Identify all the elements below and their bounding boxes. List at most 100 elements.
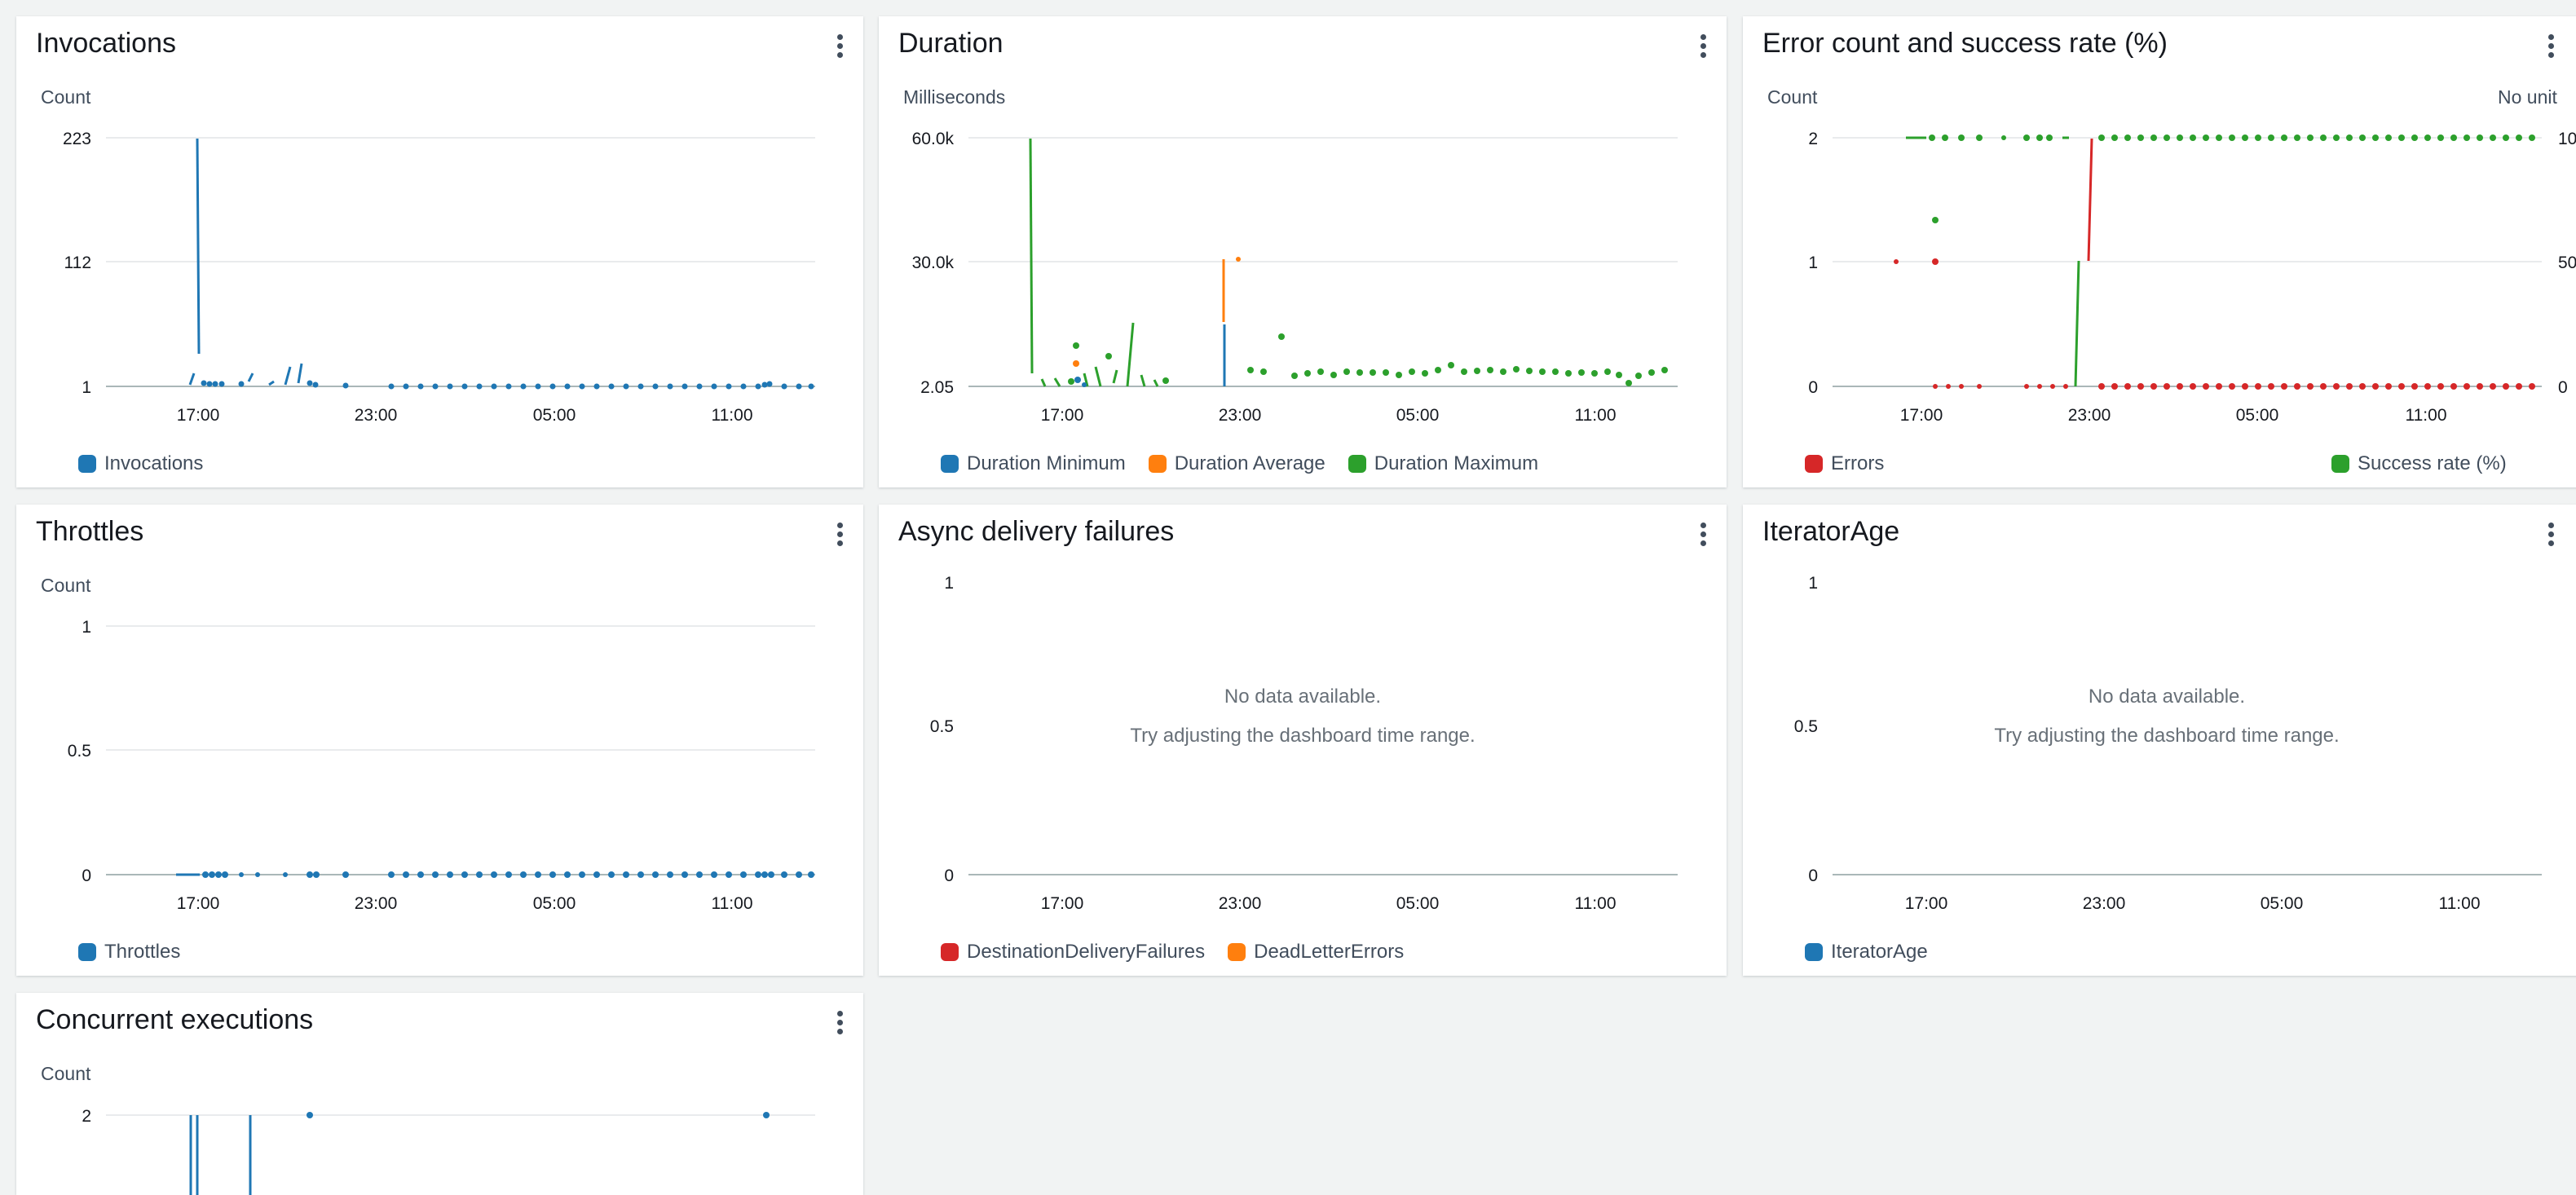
duration-maximum-series bbox=[1029, 138, 1668, 387]
throttles-series bbox=[176, 871, 814, 878]
legend-item[interactable]: Invocations bbox=[78, 452, 203, 475]
widget-menu-icon[interactable] bbox=[836, 523, 844, 555]
widget-duration: Duration Milliseconds 60.0k 30.0k 2.05 1… bbox=[879, 16, 1727, 487]
y-tick-label: 1 bbox=[1808, 574, 1818, 593]
x-tick-label: 23:00 bbox=[2068, 406, 2111, 425]
x-tick-label: 23:00 bbox=[1219, 406, 1262, 425]
legend-label: DestinationDeliveryFailures bbox=[967, 941, 1206, 963]
widget-title: Async delivery failures bbox=[898, 516, 1175, 547]
widget-menu-icon[interactable] bbox=[836, 34, 844, 67]
async-delivery-chart: 1 0.5 0 17:00 23:00 05:00 11:00 bbox=[930, 574, 1678, 913]
legend-item[interactable]: Throttles bbox=[78, 941, 180, 963]
legend-item[interactable]: Success rate (%) bbox=[2331, 452, 2507, 475]
legend-label: Duration Average bbox=[1174, 452, 1325, 474]
widget-menu-icon[interactable] bbox=[2547, 523, 2555, 555]
widget-title: Invocations bbox=[36, 28, 176, 59]
y-tick-label: 223 bbox=[63, 130, 91, 148]
widget-title: IteratorAge bbox=[1762, 516, 1900, 547]
legend-item[interactable]: Duration Average bbox=[1148, 452, 1325, 475]
widget-async-delivery-failures: Async delivery failures 1 0.5 0 17:00 23… bbox=[879, 505, 1727, 976]
y-tick-label: 0.5 bbox=[1794, 717, 1818, 736]
error-success-chart: 2 1 0 100 50 0 17:00 23:00 05:00 11:00 bbox=[1808, 130, 2576, 425]
y-right-tick-label: 100 bbox=[2558, 130, 2576, 148]
legend-label: Duration Maximum bbox=[1374, 452, 1539, 474]
widget-menu-icon[interactable] bbox=[1699, 34, 1707, 67]
y-tick-label: 2.05 bbox=[920, 378, 954, 397]
legend-label: DeadLetterErrors bbox=[1254, 941, 1405, 963]
x-tick-label: 05:00 bbox=[533, 406, 576, 425]
legend-item[interactable]: DestinationDeliveryFailures bbox=[941, 941, 1205, 963]
chart-legend: DestinationDeliveryFailures DeadLetterEr… bbox=[941, 941, 1427, 963]
x-tick-label: 05:00 bbox=[2261, 894, 2304, 913]
iterator-age-chart: 1 0.5 0 17:00 23:00 05:00 11:00 bbox=[1794, 574, 2542, 913]
x-tick-label: 05:00 bbox=[1396, 894, 1440, 913]
y-tick-label: 60.0k bbox=[912, 130, 955, 148]
legend-item[interactable]: Errors bbox=[1805, 452, 1884, 475]
x-tick-label: 17:00 bbox=[1905, 894, 1948, 913]
widget-title: Duration bbox=[898, 28, 1003, 59]
chart-legend: Duration Minimum Duration Average Durati… bbox=[941, 452, 1561, 475]
x-tick-label: 05:00 bbox=[2236, 406, 2279, 425]
duration-chart: 60.0k 30.0k 2.05 17:00 23:00 05:00 11:00 bbox=[912, 130, 1678, 425]
chart-gridlines bbox=[106, 137, 815, 387]
widget-title: Error count and success rate (%) bbox=[1762, 28, 2168, 59]
x-tick-label: 11:00 bbox=[1575, 406, 1617, 425]
x-tick-label: 17:00 bbox=[177, 406, 220, 425]
y-tick-label: 0.5 bbox=[68, 742, 91, 761]
widget-menu-icon[interactable] bbox=[2547, 34, 2555, 67]
x-tick-label: 11:00 bbox=[712, 894, 753, 913]
success-rate-series bbox=[1906, 134, 2535, 387]
duration-minimum-series bbox=[1074, 324, 1226, 387]
legend-item[interactable]: IteratorAge bbox=[1805, 941, 1928, 963]
x-tick-label: 11:00 bbox=[2406, 406, 2447, 425]
legend-item[interactable]: Duration Maximum bbox=[1348, 452, 1538, 475]
x-tick-label: 23:00 bbox=[1219, 894, 1262, 913]
chart-legend: Throttles bbox=[78, 941, 203, 963]
invocations-series bbox=[188, 138, 814, 390]
legend-item[interactable]: Duration Minimum bbox=[941, 452, 1126, 475]
x-tick-label: 23:00 bbox=[355, 406, 398, 425]
invocations-chart: 223 112 1 17:00 23:00 05:00 11:00 bbox=[63, 130, 815, 425]
y-axis-unit: Milliseconds bbox=[903, 86, 1006, 108]
x-tick-label: 11:00 bbox=[712, 406, 753, 425]
y-tick-label: 1 bbox=[82, 618, 91, 637]
x-tick-label: 17:00 bbox=[1900, 406, 1943, 425]
no-data-message: No data available. bbox=[1224, 686, 1382, 708]
widget-title: Throttles bbox=[36, 516, 144, 547]
x-tick-label: 17:00 bbox=[177, 894, 220, 913]
y-tick-label: 0.5 bbox=[930, 717, 954, 736]
errors-series bbox=[1894, 138, 2535, 390]
widget-menu-icon[interactable] bbox=[836, 1011, 844, 1043]
x-tick-label: 17:00 bbox=[1041, 406, 1084, 425]
y-tick-label: 2 bbox=[1808, 130, 1818, 148]
concurrent-executions-chart: 2 bbox=[82, 1107, 815, 1195]
chart-legend-left: Errors bbox=[1805, 452, 1907, 475]
x-tick-label: 11:00 bbox=[1575, 894, 1617, 913]
no-data-hint: Try adjusting the dashboard time range. bbox=[1130, 725, 1475, 747]
x-tick-label: 11:00 bbox=[2439, 894, 2481, 913]
widget-title: Concurrent executions bbox=[36, 1004, 314, 1035]
widget-menu-icon[interactable] bbox=[1699, 523, 1707, 555]
y-tick-label: 1 bbox=[82, 378, 91, 397]
x-tick-label: 05:00 bbox=[1396, 406, 1440, 425]
concurrent-executions-series bbox=[189, 1112, 770, 1195]
chart-legend: Invocations bbox=[78, 452, 226, 475]
y-tick-label: 30.0k bbox=[912, 254, 955, 272]
x-tick-label: 05:00 bbox=[533, 894, 576, 913]
widget-throttles: Throttles Count 1 0.5 0 17:00 23:00 05:0… bbox=[16, 505, 863, 976]
widget-invocations: Invocations Count 223 112 1 17:00 23:00 … bbox=[16, 16, 863, 487]
x-tick-label: 17:00 bbox=[1041, 894, 1084, 913]
y-axis-unit: Count bbox=[41, 1063, 91, 1084]
x-tick-label: 23:00 bbox=[2083, 894, 2126, 913]
legend-label: Duration Minimum bbox=[967, 452, 1126, 474]
legend-label: Throttles bbox=[104, 941, 181, 963]
legend-label: Success rate (%) bbox=[2358, 452, 2507, 474]
no-data-hint: Try adjusting the dashboard time range. bbox=[1994, 725, 2340, 747]
widget-iterator-age: IteratorAge 1 0.5 0 17:00 23:00 05:00 11… bbox=[1743, 505, 2576, 976]
legend-item[interactable]: DeadLetterErrors bbox=[1228, 941, 1404, 963]
y-tick-label: 1 bbox=[1808, 254, 1818, 272]
widget-error-count-success-rate: Error count and success rate (%) Count N… bbox=[1743, 16, 2576, 487]
y-right-tick-label: 50 bbox=[2558, 254, 2576, 272]
legend-label: Invocations bbox=[104, 452, 204, 474]
legend-label: IteratorAge bbox=[1831, 941, 1928, 963]
